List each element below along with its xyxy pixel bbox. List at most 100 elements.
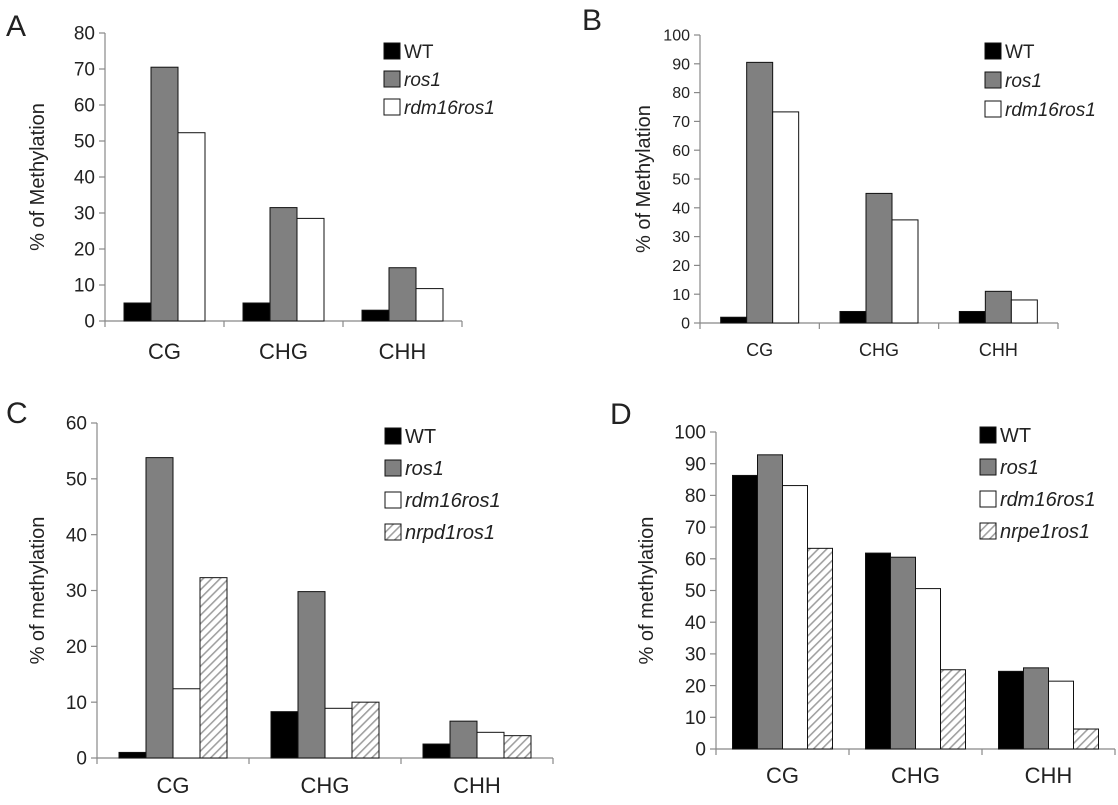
y-tick-label: 70 [74, 60, 95, 81]
legend-swatch-rdm16ros1 [979, 490, 997, 508]
x-tick-label: CHH [379, 339, 427, 364]
y-tick-label: 60 [74, 96, 95, 117]
legend-swatch-rdm16ros1 [383, 98, 401, 116]
legend-label-nrpd1ros1: nrpd1ros1 [405, 522, 495, 544]
y-tick-label: 80 [685, 486, 706, 507]
bar-rdm16ros1-cg [177, 132, 206, 322]
y-tick-label: 40 [66, 525, 87, 546]
bar-wt-chh [998, 670, 1024, 750]
bar-rdm16ros1-chg [296, 217, 325, 322]
y-tick-label: 100 [674, 423, 706, 444]
bar-rdm16ros1-cg [772, 111, 800, 324]
panel-label: C [6, 397, 28, 430]
y-tick-label: 80 [672, 85, 690, 102]
y-tick-label: 40 [672, 200, 690, 217]
legend-label-wt: WT [404, 42, 434, 63]
y-tick-label: 80 [74, 24, 95, 45]
chart-panel-b: B 0 10 20 30 40 50 60 70 80 90 100 % of Methylation C… [582, 4, 1096, 360]
bar-ros1-cg [746, 61, 774, 324]
legend-swatch-ros1 [383, 70, 401, 88]
panel-label: A [6, 10, 26, 43]
x-tick-label: CHH [979, 340, 1018, 360]
legend-label-rdm16ros1: rdm16ros1 [1005, 100, 1096, 121]
legend-swatch-rdm16ros1 [984, 100, 1002, 118]
y-tick-label: 10 [66, 693, 87, 714]
legend-swatch-nrpd1ros1 [384, 523, 402, 541]
bar-wt-cg [732, 474, 758, 750]
bar-nrpe1ros1-chg [940, 669, 966, 750]
bar-rdm16ros1-chh [1048, 680, 1074, 750]
legend-swatch-nrpe1ros1 [979, 522, 997, 540]
y-tick-label: 30 [74, 204, 95, 225]
y-tick-label: 60 [672, 143, 690, 160]
legend: WT ros1 rdm16ros1 [383, 42, 495, 119]
x-tick-label: CG [148, 339, 181, 364]
legend-label-nrpe1ros1: nrpe1ros1 [1000, 521, 1090, 543]
y-tick-label: 50 [66, 469, 87, 490]
legend: WT ros1 rdm16ros1 nrpd1ros1 [384, 426, 501, 544]
legend-label-rdm16ros1: rdm16ros1 [404, 98, 495, 119]
legend-swatch-rdm16ros1 [384, 491, 402, 509]
bar-ros1-chh [1023, 667, 1049, 750]
bar-rdm16ros1-chg [891, 219, 919, 324]
x-tick-label: CHG [259, 339, 308, 364]
y-tick-label: 10 [672, 287, 690, 304]
y-tick-label: 30 [672, 229, 690, 246]
x-tick-label: CG [157, 773, 190, 798]
bar-wt-chg [270, 711, 299, 759]
y-tick-label: 10 [74, 276, 95, 297]
y-tick-label: 50 [672, 172, 690, 189]
chart-panel-a: A 0 10 20 30 40 50 60 70 80 % of Methylation CG CHG C… [6, 10, 495, 364]
bar-nrpd1ros1-chh [503, 735, 532, 759]
legend-label-ros1: ros1 [405, 458, 444, 480]
legend-label-wt: WT [1000, 425, 1031, 447]
y-tick-label: 60 [685, 549, 706, 570]
x-tick-label: CHG [891, 763, 940, 788]
y-tick-label: 30 [685, 645, 706, 666]
y-tick-label: 40 [685, 613, 706, 634]
y-tick-label: 20 [66, 637, 87, 658]
legend: WT ros1 rdm16ros1 [984, 42, 1096, 121]
y-tick-label: 20 [685, 676, 706, 697]
y-axis-label: % of Methylation [27, 103, 49, 251]
bar-ros1-chg [269, 207, 298, 322]
y-tick-label: 100 [663, 28, 690, 45]
y-tick-label: 0 [695, 740, 706, 761]
legend-label-rdm16ros1: rdm16ros1 [1000, 489, 1096, 511]
bar-ros1-chg [297, 591, 326, 759]
bar-wt-chg [839, 310, 867, 324]
bar-ros1-cg [150, 66, 179, 322]
x-tick-label: CG [746, 340, 773, 360]
y-tick-label: 20 [74, 240, 95, 261]
y-tick-label: 0 [84, 312, 95, 333]
y-tick-label: 70 [685, 518, 706, 539]
bar-rdm16ros1-chh [1010, 299, 1038, 324]
bar-rdm16ros1-chg [324, 707, 353, 759]
bar-ros1-chg [890, 556, 916, 750]
panel-label: D [610, 398, 632, 431]
x-tick-label: CHG [859, 340, 899, 360]
bar-nrpe1ros1-chh [1073, 728, 1099, 750]
x-tick-label: CG [766, 763, 799, 788]
y-tick-label: 40 [74, 168, 95, 189]
y-tick-label: 10 [685, 708, 706, 729]
legend-swatch-ros1 [384, 459, 402, 477]
bar-ros1-cg [757, 454, 783, 750]
bar-rdm16ros1-chh [415, 288, 444, 322]
bar-wt-cg [123, 302, 152, 322]
y-tick-label: 60 [66, 414, 87, 435]
bar-wt-chh [361, 309, 390, 322]
legend-label-wt: WT [405, 426, 436, 448]
legend-label-ros1: ros1 [1000, 457, 1039, 479]
x-tick-label: CHH [1025, 763, 1073, 788]
bar-rdm16ros1-cg [782, 485, 808, 750]
y-tick-label: 0 [76, 749, 87, 770]
y-tick-label: 20 [672, 258, 690, 275]
bar-wt-chh [958, 310, 986, 324]
bar-ros1-chh [449, 720, 478, 759]
x-tick-label: CHG [301, 773, 350, 798]
legend-swatch-wt [984, 42, 1002, 60]
legend-swatch-wt [979, 426, 997, 444]
legend-label-ros1: ros1 [1005, 71, 1042, 92]
